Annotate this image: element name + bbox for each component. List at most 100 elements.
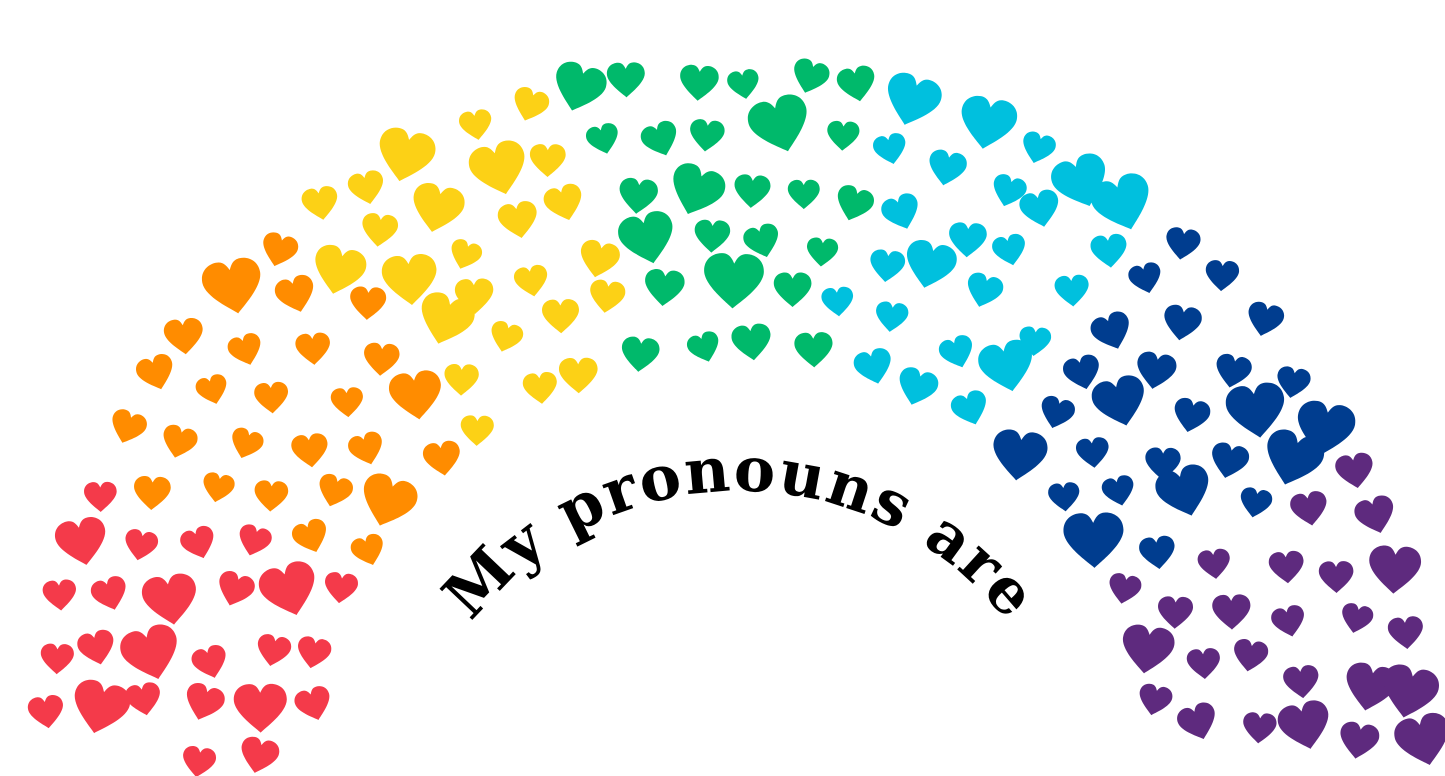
heart-icon xyxy=(239,524,272,556)
heart-icon xyxy=(141,573,196,625)
heart-icon xyxy=(1335,452,1373,489)
heart-icon xyxy=(1177,702,1215,740)
heart-icon xyxy=(1137,351,1177,389)
heart-icon xyxy=(821,286,854,317)
heart-icon xyxy=(195,374,227,404)
heart-icon xyxy=(298,636,332,669)
heart-icon xyxy=(992,233,1025,266)
heart-icon xyxy=(1248,301,1285,336)
heart-icon xyxy=(640,120,677,156)
heart-icon xyxy=(881,193,918,229)
heart-icon xyxy=(836,65,875,102)
heart-icon xyxy=(978,339,1032,392)
heart-icon xyxy=(1277,366,1311,398)
heart-icon xyxy=(1234,639,1269,672)
heart-icon xyxy=(1369,545,1422,594)
heart-icon xyxy=(873,133,906,165)
heart-icon xyxy=(673,163,726,214)
heart-icon xyxy=(827,120,860,151)
heart-icon xyxy=(468,140,525,195)
heart-icon xyxy=(529,144,566,178)
heart-icon xyxy=(876,301,909,332)
heart-icon xyxy=(1267,429,1325,485)
heart-icon xyxy=(704,253,764,309)
heart-icon xyxy=(1158,596,1194,629)
heart-icon xyxy=(350,533,383,565)
heart-icon xyxy=(42,579,76,611)
heart-icon xyxy=(1277,700,1329,749)
heart-icon xyxy=(1205,260,1240,292)
heart-icon xyxy=(421,292,475,344)
heart-icon xyxy=(1271,605,1304,637)
heart-icon xyxy=(734,174,771,208)
heart-icon xyxy=(263,232,299,267)
heart-icon xyxy=(422,440,460,476)
heart-icon xyxy=(1139,535,1175,570)
heart-icon xyxy=(514,87,550,121)
heart-icon xyxy=(1128,262,1161,294)
heart-icon xyxy=(1019,189,1059,227)
heart-icon xyxy=(1076,437,1109,468)
heart-icon xyxy=(163,424,198,458)
heart-icon xyxy=(163,317,203,355)
heart-icon xyxy=(853,348,891,384)
heart-icon xyxy=(1164,304,1202,341)
heart-icon xyxy=(254,480,289,512)
heart-icon xyxy=(319,473,353,507)
heart-icon xyxy=(258,561,315,615)
heart-icon xyxy=(1174,397,1211,432)
heart-icon xyxy=(120,624,177,679)
heart-icon xyxy=(90,576,126,610)
heart-icon xyxy=(459,109,492,140)
heart-icon xyxy=(74,679,131,734)
heart-icon xyxy=(201,257,261,314)
heart-icon xyxy=(1290,491,1327,526)
heart-icon xyxy=(125,529,159,561)
heart-icon xyxy=(219,571,255,606)
heart-icon xyxy=(491,321,524,352)
heart-icon xyxy=(186,682,225,720)
heart-icon xyxy=(1387,616,1423,649)
heart-icon xyxy=(794,332,833,368)
heart-icon xyxy=(1346,662,1397,711)
heart-icon xyxy=(27,694,63,729)
heart-icon xyxy=(870,249,906,283)
heart-icon xyxy=(606,62,645,98)
heart-icon xyxy=(454,278,494,314)
heart-icon xyxy=(543,183,582,221)
heart-icon xyxy=(112,409,147,443)
heart-icon xyxy=(961,95,1018,149)
heart-icon xyxy=(254,381,289,414)
heart-icon xyxy=(294,686,330,720)
heart-icon xyxy=(619,177,658,214)
heart-icon xyxy=(950,390,986,425)
heart-icon xyxy=(690,119,725,152)
heart-icon xyxy=(938,335,972,368)
heart-icon xyxy=(590,279,626,313)
heart-icon xyxy=(381,254,437,306)
heart-icon xyxy=(325,572,358,604)
heart-icon xyxy=(1101,475,1134,506)
heart-icon xyxy=(558,357,598,394)
heart-icon xyxy=(645,269,685,306)
heart-icon xyxy=(1166,227,1201,260)
heart-icon xyxy=(183,745,217,776)
heart-icon xyxy=(227,333,261,365)
heart-icon xyxy=(743,223,778,258)
heart-icon xyxy=(1318,561,1354,593)
caption-path: My pronouns are xyxy=(428,432,1050,632)
heart-icon xyxy=(1383,664,1440,718)
heart-icon xyxy=(727,69,759,99)
heart-icon xyxy=(1240,487,1273,518)
heart-icon xyxy=(967,272,1004,307)
heart-icon xyxy=(315,244,367,294)
heart-icon xyxy=(837,185,874,221)
heart-icon xyxy=(1041,395,1075,429)
heart-icon xyxy=(1155,464,1209,516)
heart-icon xyxy=(1048,482,1080,512)
heart-icon xyxy=(1354,495,1394,533)
heart-icon xyxy=(949,222,987,258)
heart-icon xyxy=(136,354,173,390)
heart-icon xyxy=(585,123,618,154)
heart-icon xyxy=(497,201,537,239)
